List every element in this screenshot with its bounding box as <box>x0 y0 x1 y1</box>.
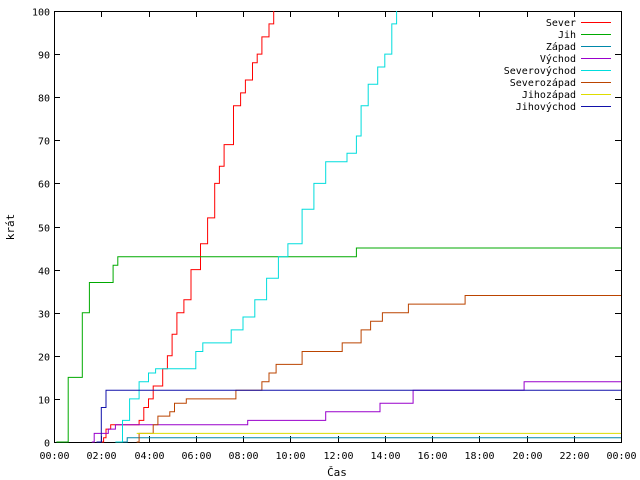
x-tick-label: 18:00 <box>464 451 494 462</box>
series-line-7 <box>96 389 621 443</box>
y-tick-label: 10 <box>38 396 50 407</box>
series-line-4 <box>115 11 398 443</box>
x-tick-label: 06:00 <box>181 451 211 462</box>
legend: SeverJihZápadVýchodSeverovýchodSeverozáp… <box>504 18 611 113</box>
x-tick-label: 16:00 <box>417 451 447 462</box>
legend-label: Sever <box>546 18 576 29</box>
x-tick-label: 04:00 <box>134 451 164 462</box>
series-line-2 <box>122 437 621 443</box>
x-tick-label: 14:00 <box>370 451 400 462</box>
x-tick-label: 22:00 <box>559 451 589 462</box>
y-tick-label: 100 <box>32 8 50 19</box>
y-tick-label: 70 <box>38 137 50 148</box>
legend-label: Východ <box>540 53 576 65</box>
x-tick-label: 02:00 <box>86 451 116 462</box>
x-axis-label: Čas <box>327 466 347 479</box>
legend-label: Severozápad <box>510 77 576 89</box>
x-tick-label: 00:00 <box>606 451 636 462</box>
y-axis-ticks: 0 10 20 30 40 50 60 70 80 90 100 <box>32 8 621 450</box>
y-tick-label: 30 <box>38 310 50 321</box>
y-tick-label: 50 <box>38 224 50 235</box>
y-tick-label: 0 <box>44 439 50 450</box>
y-tick-label: 60 <box>38 180 50 191</box>
y-tick-label: 80 <box>38 94 50 105</box>
series-line-5 <box>136 295 621 443</box>
y-tick-label: 90 <box>38 51 50 62</box>
series-line-1 <box>56 247 621 443</box>
x-tick-label: 20:00 <box>512 451 542 462</box>
legend-label: Západ <box>546 41 576 53</box>
x-tick-label: 00:00 <box>39 451 69 462</box>
y-axis-label: krát <box>4 214 17 241</box>
x-tick-label: 12:00 <box>323 451 353 462</box>
legend-label: Jih <box>558 30 576 41</box>
legend-label: Jihozápad <box>522 89 576 101</box>
x-axis-ticks: 00:00 02:00 04:00 06:00 08:00 10:00 12:00 14:00… <box>39 11 637 462</box>
y-tick-label: 20 <box>38 353 50 364</box>
legend-label: Jihovýchod <box>516 101 576 113</box>
legend-label: Severovýchod <box>504 65 576 77</box>
y-tick-label: 40 <box>38 267 50 278</box>
x-tick-label: 10:00 <box>275 451 305 462</box>
series-line-0 <box>98 11 275 443</box>
series-lines <box>56 11 621 443</box>
x-tick-label: 08:00 <box>228 451 258 462</box>
